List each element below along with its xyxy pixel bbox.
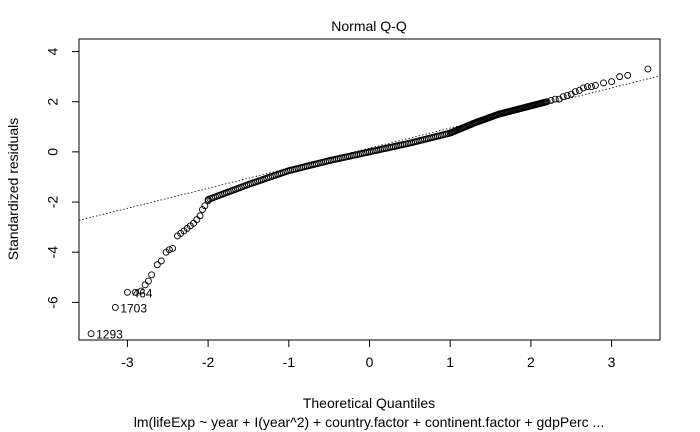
axes: -3 -2 -1 0 1 2 3 -6 -4 -2 0 2 4: [45, 47, 616, 370]
points-group: [87, 65, 652, 338]
chart-title: Normal Q-Q: [331, 18, 407, 34]
data-point: [600, 79, 607, 87]
data-point: [193, 216, 201, 224]
data-point: [165, 246, 173, 254]
x-tick-label: 0: [366, 354, 374, 370]
data-point: [579, 84, 587, 92]
y-axis-label: Standardized residuals: [5, 118, 21, 260]
x-tick-label: -3: [121, 354, 134, 370]
data-point: [608, 78, 616, 86]
data-point: [571, 88, 579, 96]
data-point: [111, 303, 119, 311]
data-point: [123, 288, 131, 296]
x-tick-label: -1: [283, 354, 296, 370]
y-tick-label: 2: [45, 98, 61, 106]
data-point: [153, 261, 161, 269]
point-label: 1293: [96, 328, 123, 342]
data-point: [137, 287, 145, 295]
data-point: [169, 244, 177, 252]
data-point: [583, 83, 591, 91]
x-tick-label: 3: [608, 354, 616, 370]
x-tick-label: -2: [202, 354, 215, 370]
data-point: [547, 97, 555, 104]
y-tick-label: -4: [45, 246, 61, 259]
data-point: [591, 81, 599, 89]
data-point: [148, 271, 156, 279]
x-axis-label: Theoretical Quantiles: [303, 395, 435, 411]
data-point: [87, 330, 95, 338]
data-point: [551, 95, 559, 103]
data-point: [196, 212, 204, 220]
data-point: [644, 65, 652, 73]
data-point: [144, 277, 152, 285]
reference-line-group: [78, 75, 661, 221]
x-tick-label: 1: [446, 354, 454, 370]
y-tick-label: 0: [45, 148, 61, 156]
point-label: 464: [132, 286, 152, 300]
x-tick-label: 2: [527, 354, 535, 370]
y-tick-label: -2: [45, 196, 61, 209]
data-point: [587, 83, 595, 91]
chart-subtitle: lm(lifeExp ~ year + I(year^2) + country.…: [134, 414, 604, 430]
data-point: [616, 73, 624, 81]
qq-reference-line: [78, 75, 661, 221]
data-point: [201, 202, 209, 210]
data-point: [559, 93, 567, 101]
plot-box: [78, 38, 661, 341]
data-point: [199, 206, 206, 214]
point-label: 1703: [120, 301, 147, 315]
y-tick-label: -6: [45, 296, 61, 309]
data-point: [542, 98, 550, 106]
data-point: [563, 91, 571, 99]
y-tick-label: 4: [45, 47, 61, 55]
data-point: [624, 71, 632, 79]
data-point: [157, 257, 165, 265]
